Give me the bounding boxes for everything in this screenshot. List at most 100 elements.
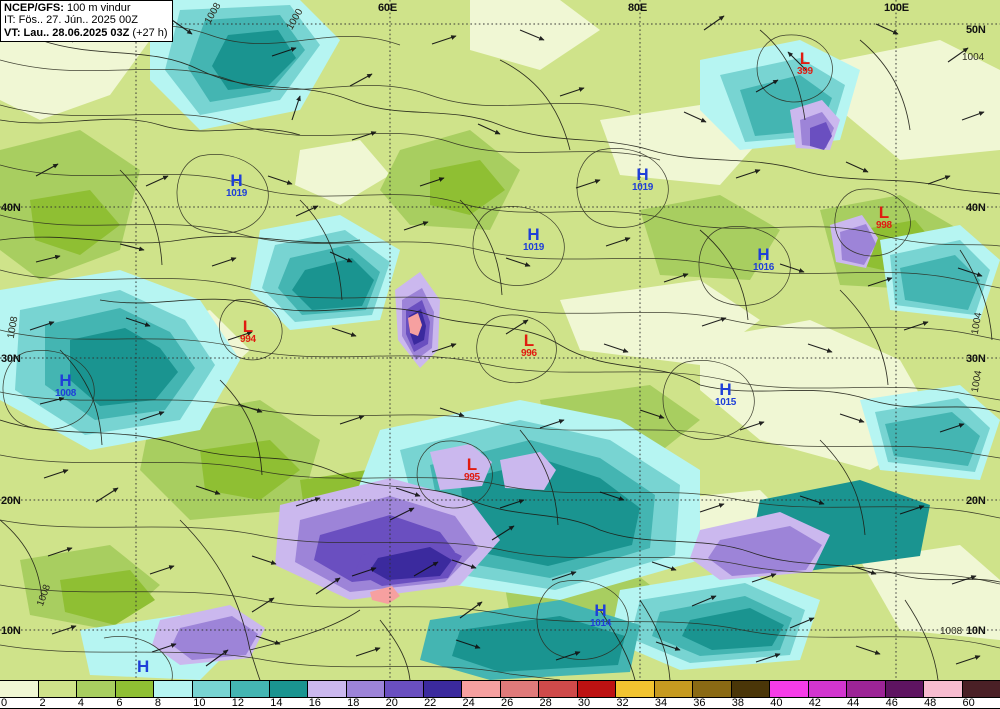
legend-tick: 30 <box>577 697 591 709</box>
legend-swatch <box>462 681 501 697</box>
high-symbol: H <box>527 225 540 244</box>
pressure-marker-high[interactable]: H 1014 <box>590 601 612 629</box>
valid-time-line: VT: Lau.. 28.06.2025 03Z (+27 h) <box>4 27 168 39</box>
low-symbol: L <box>878 203 890 222</box>
legend-swatch <box>423 681 462 697</box>
legend-swatch <box>577 681 616 697</box>
pressure-value: 399 <box>797 66 813 77</box>
legend-tick: 20 <box>385 697 398 709</box>
lat-label-right-50n: 50N <box>966 24 986 36</box>
legend-tick: 44 <box>847 697 860 709</box>
legend-swatch <box>77 681 116 697</box>
high-symbol: H <box>230 171 243 190</box>
lat-label-left-20n: 20N <box>1 495 21 507</box>
legend-color-bars <box>0 680 1000 697</box>
forecast-map-canvas[interactable]: NCEP/GFS: 100 m vindur IT: Fös.. 27. Jún… <box>0 0 1000 680</box>
pressure-marker-high[interactable]: H <box>137 657 150 676</box>
pressure-value: 1019 <box>226 188 248 199</box>
high-symbol: H <box>137 657 150 676</box>
legend-tick: 2 <box>39 697 46 709</box>
map-render-surface <box>0 0 1000 680</box>
model-label: NCEP/GFS: <box>4 2 64 14</box>
lat-label-left-10n: 10N <box>1 625 21 637</box>
legend-swatch <box>731 681 770 697</box>
low-symbol: L <box>523 331 535 350</box>
pressure-marker-low[interactable]: L 998 <box>876 203 892 231</box>
legend-tick: 40 <box>770 697 783 709</box>
lat-label-right-20n: 20N <box>966 495 986 507</box>
high-symbol: H <box>757 245 770 264</box>
pressure-value: 1015 <box>715 397 737 408</box>
legend-tick-axis: 0 2 4 6 8 10 12 14 16 18 20 22 24 26 28 30 32 34 36 38 40 42 4… <box>0 697 1000 709</box>
wind-speed-legend: 0 2 4 6 8 10 12 14 16 18 20 22 24 26 28 30 32 34 36 38 40 42 4… <box>0 680 1000 709</box>
legend-tick: 60 <box>962 697 975 709</box>
legend-tick: 4 <box>77 697 85 709</box>
legend-swatch <box>192 681 231 697</box>
legend-swatch <box>962 681 1000 697</box>
legend-tick: 14 <box>270 697 283 709</box>
legend-swatch <box>346 681 385 697</box>
legend-tick: 10 <box>193 697 206 709</box>
pressure-marker-high[interactable]: H 1019 <box>523 225 545 253</box>
lat-label-left-30n: 30N <box>1 353 21 365</box>
high-symbol: H <box>719 380 732 399</box>
legend-tick: 36 <box>693 697 706 709</box>
legend-tick: 18 <box>347 697 360 709</box>
pressure-marker-high[interactable]: H 1019 <box>632 165 654 193</box>
pressure-value: 996 <box>521 348 537 359</box>
legend-swatch <box>38 681 77 697</box>
lat-label-right-40n: 40N <box>966 202 986 214</box>
high-symbol: H <box>636 165 649 184</box>
legend-swatch <box>770 681 809 697</box>
legend-tick: 26 <box>501 697 514 709</box>
legend-swatch <box>385 681 424 697</box>
lon-label-80e: 80E <box>628 2 647 14</box>
valid-time-value: VT: Lau.. 28.06.2025 03Z <box>4 26 130 39</box>
lat-label-right-30n: 30N <box>966 353 986 365</box>
lon-label-100e: 100E <box>884 2 909 14</box>
pressure-marker-low[interactable]: L 994 <box>240 317 256 345</box>
lat-label-left-40n: 40N <box>1 202 21 214</box>
legend-tick: 28 <box>539 697 552 709</box>
lat-label-right-10n: 10N <box>966 625 986 637</box>
pressure-marker-high[interactable]: H 1016 <box>753 245 775 273</box>
high-symbol: H <box>59 371 72 390</box>
legend-swatch <box>115 681 154 697</box>
low-symbol: L <box>242 317 254 336</box>
high-symbol: H <box>594 601 607 620</box>
legend-swatch <box>693 681 732 697</box>
legend-tick: 24 <box>462 697 475 709</box>
legend-tick: 32 <box>616 697 629 709</box>
pressure-value: 995 <box>464 472 480 483</box>
legend-swatch <box>500 681 539 697</box>
isobar-label: 1008 <box>940 626 963 637</box>
legend-swatch <box>308 681 347 697</box>
pressure-marker-high[interactable]: H 1015 <box>715 380 737 408</box>
legend-tick: 12 <box>231 697 245 709</box>
pressure-value: 1014 <box>590 618 612 629</box>
legend-tick: 48 <box>924 697 937 709</box>
pressure-marker-low[interactable]: L 399 <box>797 49 813 77</box>
isobar-label: 1004 <box>962 52 985 63</box>
pressure-marker-low[interactable]: L 996 <box>521 331 537 359</box>
pressure-value: 1019 <box>523 242 545 253</box>
pressure-marker-high[interactable]: H 1008 <box>55 371 76 399</box>
legend-tick: 8 <box>154 697 161 709</box>
legend-tick: 46 <box>885 697 898 709</box>
pressure-marker-high[interactable]: H 1019 <box>226 171 248 199</box>
legend-tick: 22 <box>424 697 437 709</box>
pressure-value: 1016 <box>753 262 775 273</box>
valid-time-offset: (+27 h) <box>132 26 168 39</box>
pressure-value: 998 <box>876 220 892 231</box>
low-symbol: L <box>799 49 811 68</box>
legend-tick: 6 <box>116 697 123 709</box>
legend-swatch <box>924 681 963 697</box>
legend-swatch <box>616 681 655 697</box>
legend-swatch <box>847 681 886 697</box>
pressure-value: 994 <box>240 334 256 345</box>
pressure-marker-low[interactable]: L 995 <box>464 456 480 483</box>
pressure-value: 1019 <box>632 182 654 193</box>
legend-swatch <box>0 681 39 697</box>
legend-swatch <box>269 681 308 697</box>
